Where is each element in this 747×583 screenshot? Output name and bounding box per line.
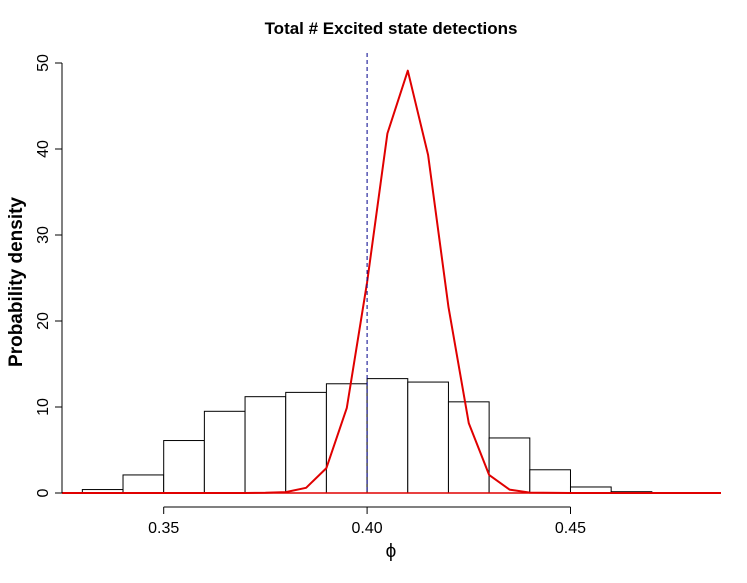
density-curve-layer xyxy=(62,69,721,494)
y-axis-label: Probability density xyxy=(6,197,27,367)
histogram-bar-7 xyxy=(366,378,409,494)
y-tick-label-3: 30 xyxy=(35,226,52,244)
histogram-bar-2 xyxy=(163,440,205,494)
x-tick-label-2: 0.45 xyxy=(555,520,586,537)
y-tick-label-2: 20 xyxy=(35,312,52,330)
histogram-bar-3 xyxy=(203,410,246,494)
y-axis: 0 10 20 30 40 50 xyxy=(35,54,63,497)
chart-title: Total # Excited state detections xyxy=(265,19,518,38)
x-tick-label-1: 0.40 xyxy=(352,520,383,537)
histogram-bar-1 xyxy=(122,474,165,494)
y-tick-label-1: 10 xyxy=(35,398,52,416)
histogram-bars xyxy=(81,378,653,494)
histogram-bar-10 xyxy=(488,437,531,494)
density-curve xyxy=(62,69,721,494)
x-axis-label: ϕ xyxy=(386,541,397,562)
histogram-bar-9 xyxy=(447,401,490,494)
histogram-bar-6 xyxy=(325,383,368,494)
y-tick-label-5: 50 xyxy=(35,54,52,72)
histogram-bar-4 xyxy=(244,396,287,494)
y-tick-label-4: 40 xyxy=(35,140,52,158)
histogram-bar-8 xyxy=(407,381,449,494)
histogram-bar-5 xyxy=(285,391,327,494)
x-axis: 0.35 0.40 0.45 xyxy=(148,506,586,537)
histogram-bar-11 xyxy=(529,469,571,494)
x-tick-label-0: 0.35 xyxy=(148,520,179,537)
y-tick-label-0: 0 xyxy=(35,488,52,497)
